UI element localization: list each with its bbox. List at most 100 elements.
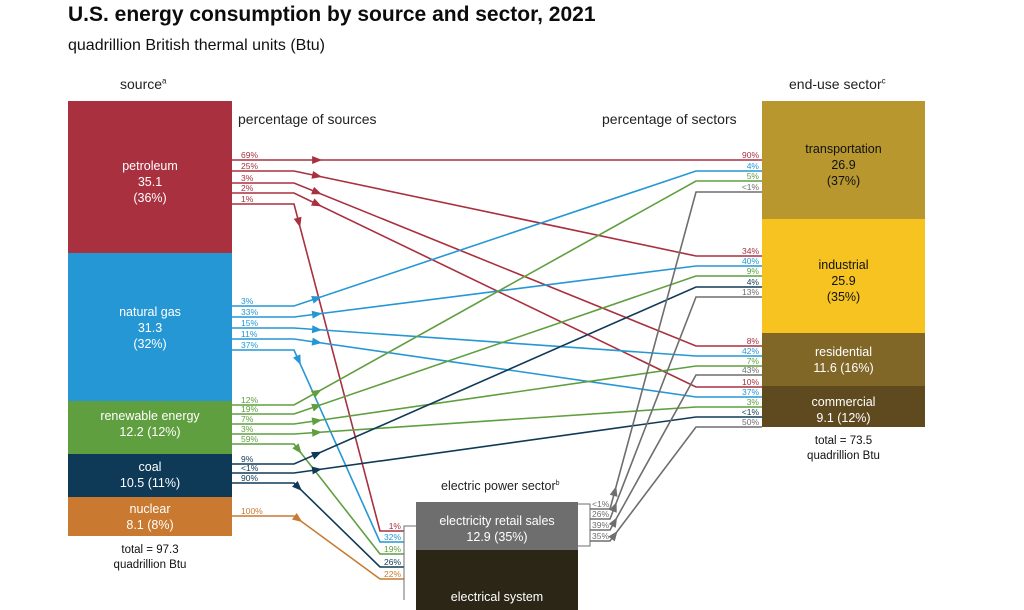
flow-arrow-natural-gas-to-electric — [293, 354, 301, 366]
sector-pct-label: 1% — [389, 521, 402, 531]
sector-pct-label: 8% — [747, 336, 760, 346]
flow-line-electric-to-commercial — [590, 426, 762, 542]
flow-line-renewable-to-electric — [232, 443, 404, 555]
flow-arrow-natural-gas-to-transportation — [311, 296, 322, 304]
source-name-coal: coal — [138, 460, 162, 474]
source-pct-label: 3% — [241, 173, 254, 183]
sector-block-residential: residential 11.6 (16%) — [762, 333, 925, 386]
source-pct-label: 90% — [241, 473, 258, 483]
page-title: U.S. energy consumption by source and se… — [68, 3, 596, 26]
sector-total-line1: total = 73.5 — [814, 435, 873, 447]
flow-arrow-coal-to-electric — [292, 480, 303, 491]
sector-pct-label: 50% — [742, 417, 759, 427]
flow-line-renewable-to-commercial — [232, 406, 762, 435]
source-pct-label: 19% — [241, 404, 258, 414]
electric-power-heading-sup: b — [555, 479, 560, 487]
sector-pct-label: <1% — [742, 407, 760, 417]
source-value-petroleum: 35.1 — [137, 175, 163, 189]
electric-power-heading: electric power sectorb — [441, 479, 560, 493]
flow-arrow-natural-gas-to-residential — [311, 325, 323, 334]
sector-name-transportation: transportation — [805, 142, 882, 156]
source-pct-label: 12% — [241, 395, 258, 405]
sector-pct-label: 26% — [384, 557, 401, 567]
sector-name-industrial: industrial — [818, 258, 869, 272]
flow-arrow-electric-to-industrial — [609, 501, 617, 513]
source-pct-label: 59% — [241, 434, 258, 444]
sector-value-transportation: 26.9 — [831, 158, 856, 172]
source-value-renewable: 12.2 (12%) — [119, 425, 181, 439]
source-value-nuclear: 8.1 (8%) — [126, 518, 174, 532]
source-block-natural-gas: natural gas 31.3 (32%) — [68, 253, 232, 401]
electricity-retail-sales-value: 12.9 (35%) — [466, 530, 528, 544]
flow-line-coal-to-industrial — [232, 286, 762, 465]
sector-pct-label: 43% — [742, 365, 759, 375]
electric-power-heading-text: electric power sector — [441, 479, 556, 493]
source-pct-label: 9% — [241, 454, 254, 464]
sector-name-residential: residential — [815, 345, 872, 359]
source-block-nuclear: nuclear 8.1 (8%) — [68, 497, 232, 536]
flow-line-natural-gas-to-commercial — [232, 338, 762, 398]
flow-arrow-renewable-to-industrial — [311, 403, 322, 412]
flow-arrow-petroleum-to-commercial — [310, 198, 322, 207]
flow-arrow-natural-gas-to-commercial — [311, 337, 323, 346]
sector-pct-label: 10% — [742, 377, 759, 387]
electric-output-bracket — [578, 503, 591, 547]
sector-pct-label: 19% — [384, 544, 401, 554]
sector-pct-label: 32% — [384, 532, 401, 542]
flow-arrow-nuclear-to-electric — [291, 513, 303, 523]
source-pct-label: 35% — [592, 531, 609, 541]
sector-total: total = 73.5 quadrillion Btu — [762, 434, 925, 464]
flow-arrow-petroleum-to-transportation — [312, 156, 323, 164]
flow-arrow-petroleum-to-residential — [311, 186, 322, 195]
source-pct-label: 69% — [241, 150, 258, 160]
flow-line-petroleum-to-commercial — [232, 192, 762, 388]
sector-pct-label: 7% — [747, 356, 760, 366]
source-pct-label: 25% — [241, 161, 258, 171]
flow-line-renewable-to-residential — [232, 365, 762, 425]
source-total-line1: total = 97.3 — [121, 544, 179, 556]
flow-arrow-coal-to-industrial — [311, 451, 322, 460]
source-name-renewable: renewable energy — [100, 409, 200, 423]
source-block-coal: coal 10.5 (11%) — [68, 454, 232, 497]
sector-block-commercial: commercial 9.1 (12%) — [762, 386, 925, 427]
flow-line-electric-to-industrial — [590, 296, 762, 520]
source-pct-label: 3% — [241, 424, 254, 434]
percentage-of-sectors-heading: percentage of sectors — [602, 111, 737, 127]
flow-arrow-petroleum-to-industrial — [311, 170, 323, 179]
sector-pct-label: 42% — [742, 346, 759, 356]
flow-arrow-electric-to-commercial — [608, 530, 618, 542]
flow-line-natural-gas-to-residential — [232, 327, 762, 357]
source-share-natural-gas: (32%) — [133, 337, 167, 351]
flow-arrow-petroleum-to-electric — [293, 216, 302, 228]
flow-lines — [232, 156, 762, 600]
percentage-of-sources-heading: percentage of sources — [238, 111, 377, 127]
source-pct-label: 26% — [592, 509, 609, 519]
source-name-natural-gas: natural gas — [119, 305, 181, 319]
sector-share-industrial: (35%) — [826, 290, 861, 304]
flow-arrow-electric-to-residential — [608, 517, 618, 528]
sector-pct-label: 3% — [747, 397, 760, 407]
flow-line-electric-to-transportation — [590, 191, 762, 510]
source-name-nuclear: nuclear — [129, 502, 171, 516]
source-total: total = 97.3 quadrillion Btu — [68, 543, 232, 573]
sector-pct-label: 5% — [747, 171, 760, 181]
flow-line-nuclear-to-electric — [232, 515, 404, 580]
flow-line-natural-gas-to-industrial — [232, 265, 762, 318]
source-value-coal: 10.5 (11%) — [119, 476, 181, 490]
source-block-petroleum: petroleum 35.1 (36%) — [68, 101, 232, 253]
electricity-retail-sales-block: electricity retail sales 12.9 (35%) — [416, 502, 578, 550]
source-pct-label: 39% — [592, 520, 609, 530]
source-heading-sup: a — [162, 76, 167, 86]
sector-pct-label: <1% — [742, 182, 760, 192]
source-pct-label: 2% — [241, 183, 254, 193]
sector-value-residential: 11.6 (16%) — [813, 361, 874, 375]
source-name-petroleum: petroleum — [122, 159, 178, 173]
sector-heading-text: end-use sector — [789, 76, 882, 92]
flow-line-petroleum-to-electric — [232, 203, 404, 532]
source-block-renewable-energy: renewable energy 12.2 (12%) — [68, 401, 232, 454]
sector-pct-label: 22% — [384, 569, 401, 579]
sector-value-industrial: 25.9 — [831, 274, 856, 288]
flow-line-natural-gas-to-transportation — [232, 170, 762, 307]
sector-total-line2: quadrillion Btu — [807, 450, 880, 462]
